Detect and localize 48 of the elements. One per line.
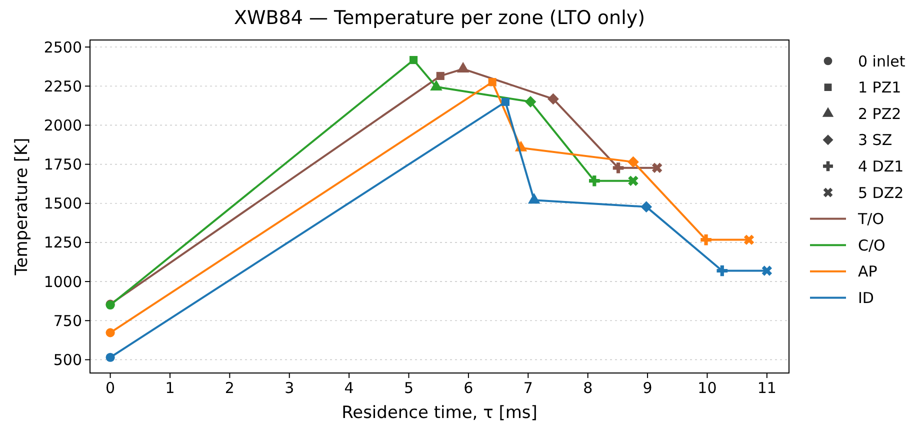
text: 4 DZ1 bbox=[858, 157, 904, 176]
x-tick-label: 7 bbox=[523, 379, 533, 397]
y-tick-label: 500 bbox=[53, 350, 82, 369]
text: 5 DZ2 bbox=[858, 184, 904, 202]
y-tick-label: 2000 bbox=[44, 116, 82, 134]
chart-title: XWB84 — Temperature per zone (LTO only) bbox=[234, 7, 646, 29]
x-tick-label: 2 bbox=[224, 379, 234, 397]
x-tick-label: 1 bbox=[165, 379, 175, 397]
point bbox=[524, 96, 536, 108]
point bbox=[628, 156, 639, 168]
x-tick-label: 6 bbox=[464, 379, 474, 397]
x-tick-label: 8 bbox=[583, 379, 593, 397]
y-tick-label: 1500 bbox=[44, 194, 82, 213]
point bbox=[744, 234, 754, 245]
point bbox=[612, 162, 624, 174]
text: 1 PZ1 bbox=[858, 78, 902, 97]
x-axis-title: Residence time, τ [ms] bbox=[342, 403, 538, 423]
point bbox=[106, 352, 115, 362]
point bbox=[640, 201, 652, 213]
point bbox=[652, 162, 662, 173]
point bbox=[548, 93, 559, 105]
x-tick-label: 10 bbox=[698, 379, 717, 397]
legend-label: ID bbox=[858, 288, 874, 307]
y-tick-label: 2250 bbox=[44, 77, 82, 96]
point bbox=[762, 266, 772, 276]
y-tick-label: 1750 bbox=[44, 156, 82, 174]
legend-label: C/O bbox=[858, 236, 886, 254]
point bbox=[700, 234, 712, 246]
x-tick-label: 0 bbox=[106, 379, 116, 397]
point bbox=[628, 176, 638, 186]
y-tick-label: 1250 bbox=[44, 234, 82, 252]
point bbox=[106, 328, 115, 338]
point bbox=[588, 175, 600, 186]
x-tick-label: 9 bbox=[642, 379, 652, 397]
y-tick-label: 1000 bbox=[44, 272, 82, 291]
x-tick-label: 11 bbox=[757, 379, 776, 397]
legend-label: T/O bbox=[857, 210, 884, 228]
y-tick-label: 750 bbox=[53, 312, 82, 330]
y-axis-title: Temperature [K] bbox=[12, 138, 32, 276]
x-tick-label: 5 bbox=[404, 379, 414, 397]
x-tick-label: 4 bbox=[344, 379, 354, 397]
x-tick-label: 3 bbox=[284, 379, 294, 397]
text: 0 inlet bbox=[858, 52, 906, 70]
text: 2 PZ2 bbox=[858, 104, 902, 123]
legend-label: AP bbox=[858, 262, 878, 281]
point bbox=[716, 265, 728, 276]
text: 3 SZ bbox=[858, 131, 892, 150]
y-tick-label: 2500 bbox=[44, 38, 82, 56]
